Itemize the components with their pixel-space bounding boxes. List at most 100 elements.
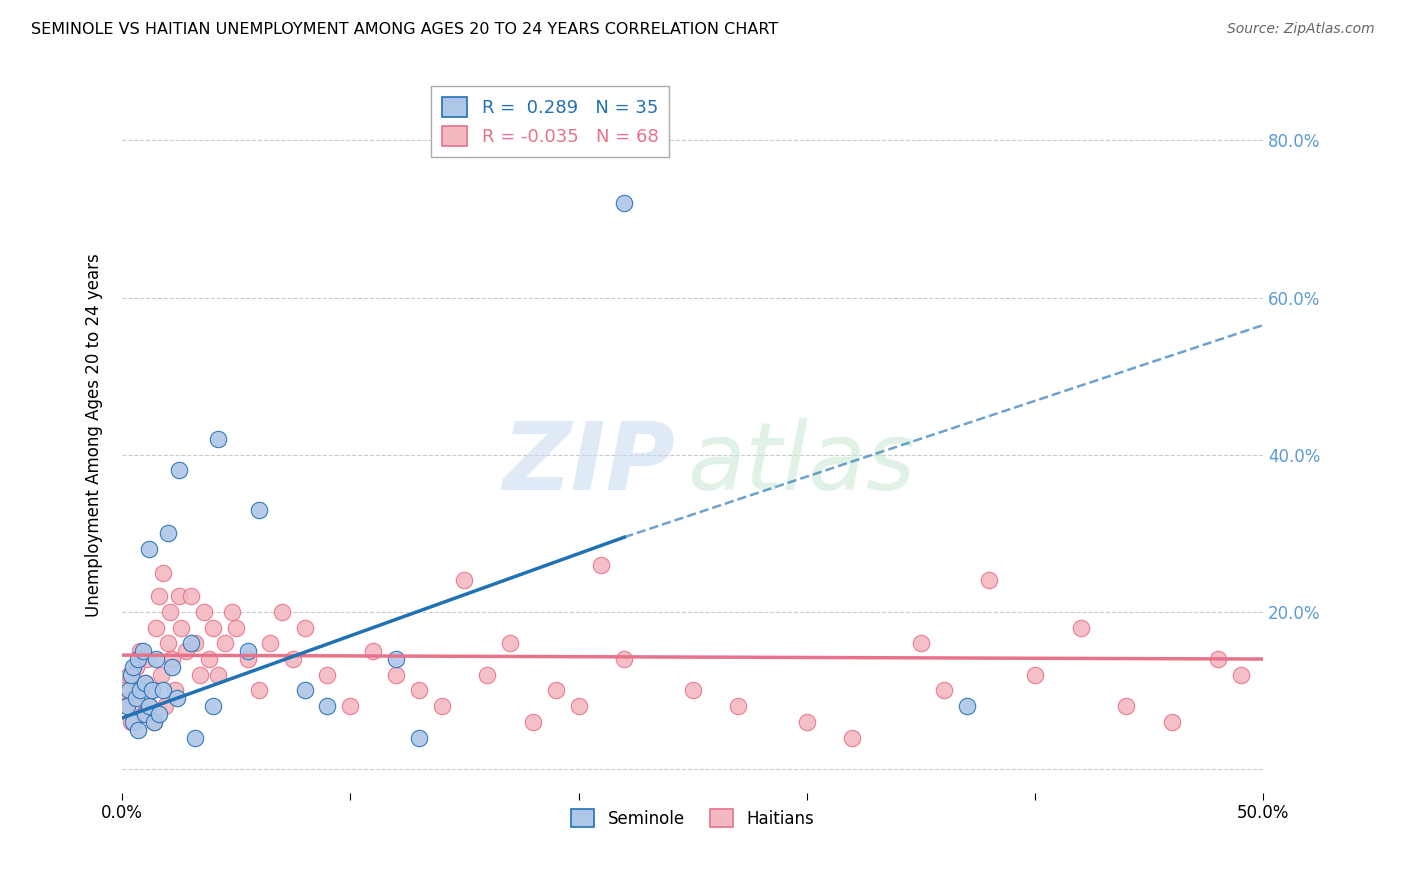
Point: [499, 636, 522, 650]
Point: [180, 636, 202, 650]
Point: [118, 667, 141, 681]
Text: ZIP: ZIP: [503, 417, 675, 509]
Point: [129, 683, 152, 698]
Point: [259, 636, 281, 650]
Point: [188, 667, 211, 681]
Point: [134, 675, 156, 690]
Point: [841, 731, 863, 745]
Y-axis label: Unemployment Among Ages 20 to 24 years: Unemployment Among Ages 20 to 24 years: [86, 253, 103, 617]
Point: [591, 558, 613, 572]
Point: [118, 683, 141, 698]
Point: [796, 714, 818, 729]
Point: [120, 714, 142, 729]
Point: [955, 699, 977, 714]
Point: [727, 699, 749, 714]
Point: [1115, 699, 1137, 714]
Point: [152, 566, 174, 580]
Point: [207, 432, 229, 446]
Point: [1070, 621, 1092, 635]
Point: [125, 660, 148, 674]
Point: [138, 699, 160, 714]
Point: [221, 605, 243, 619]
Point: [131, 644, 153, 658]
Point: [214, 636, 236, 650]
Point: [430, 699, 453, 714]
Point: [156, 526, 179, 541]
Point: [174, 644, 197, 658]
Point: [283, 652, 305, 666]
Point: [544, 683, 567, 698]
Point: [148, 589, 170, 603]
Point: [134, 675, 156, 690]
Point: [197, 652, 219, 666]
Point: [162, 652, 184, 666]
Point: [184, 731, 207, 745]
Point: [932, 683, 955, 698]
Legend: Seminole, Haitians: Seminole, Haitians: [564, 803, 821, 834]
Point: [408, 731, 430, 745]
Point: [138, 541, 160, 556]
Point: [152, 683, 174, 698]
Point: [1229, 667, 1251, 681]
Point: [247, 502, 270, 516]
Point: [122, 691, 145, 706]
Point: [339, 699, 361, 714]
Point: [120, 667, 142, 681]
Point: [207, 667, 229, 681]
Point: [148, 707, 170, 722]
Point: [159, 605, 181, 619]
Point: [522, 714, 544, 729]
Point: [1206, 652, 1229, 666]
Point: [156, 636, 179, 650]
Point: [141, 683, 163, 698]
Point: [202, 699, 225, 714]
Point: [385, 652, 408, 666]
Point: [247, 683, 270, 698]
Point: [316, 699, 339, 714]
Point: [408, 683, 430, 698]
Point: [202, 621, 225, 635]
Point: [236, 652, 259, 666]
Point: [166, 691, 188, 706]
Point: [129, 644, 152, 658]
Point: [127, 723, 149, 737]
Point: [613, 196, 636, 211]
Point: [236, 644, 259, 658]
Point: [127, 652, 149, 666]
Point: [1024, 667, 1046, 681]
Point: [910, 636, 932, 650]
Point: [115, 699, 138, 714]
Point: [125, 691, 148, 706]
Point: [682, 683, 704, 698]
Point: [122, 660, 145, 674]
Point: [294, 621, 316, 635]
Point: [131, 707, 153, 722]
Point: [143, 714, 166, 729]
Point: [477, 667, 499, 681]
Point: [145, 621, 167, 635]
Point: [270, 605, 292, 619]
Point: [115, 699, 138, 714]
Point: [145, 652, 167, 666]
Point: [316, 667, 339, 681]
Point: [122, 714, 145, 729]
Point: [149, 667, 172, 681]
Point: [163, 683, 186, 698]
Point: [170, 621, 193, 635]
Point: [138, 699, 160, 714]
Point: [141, 683, 163, 698]
Point: [567, 699, 589, 714]
Point: [180, 589, 202, 603]
Point: [453, 574, 475, 588]
Point: [155, 699, 177, 714]
Point: [134, 707, 156, 722]
Point: [361, 644, 384, 658]
Point: [162, 660, 184, 674]
Text: atlas: atlas: [688, 418, 915, 509]
Point: [167, 589, 190, 603]
Point: [112, 683, 135, 698]
Point: [1161, 714, 1184, 729]
Point: [979, 574, 1001, 588]
Point: [385, 667, 408, 681]
Point: [167, 463, 190, 477]
